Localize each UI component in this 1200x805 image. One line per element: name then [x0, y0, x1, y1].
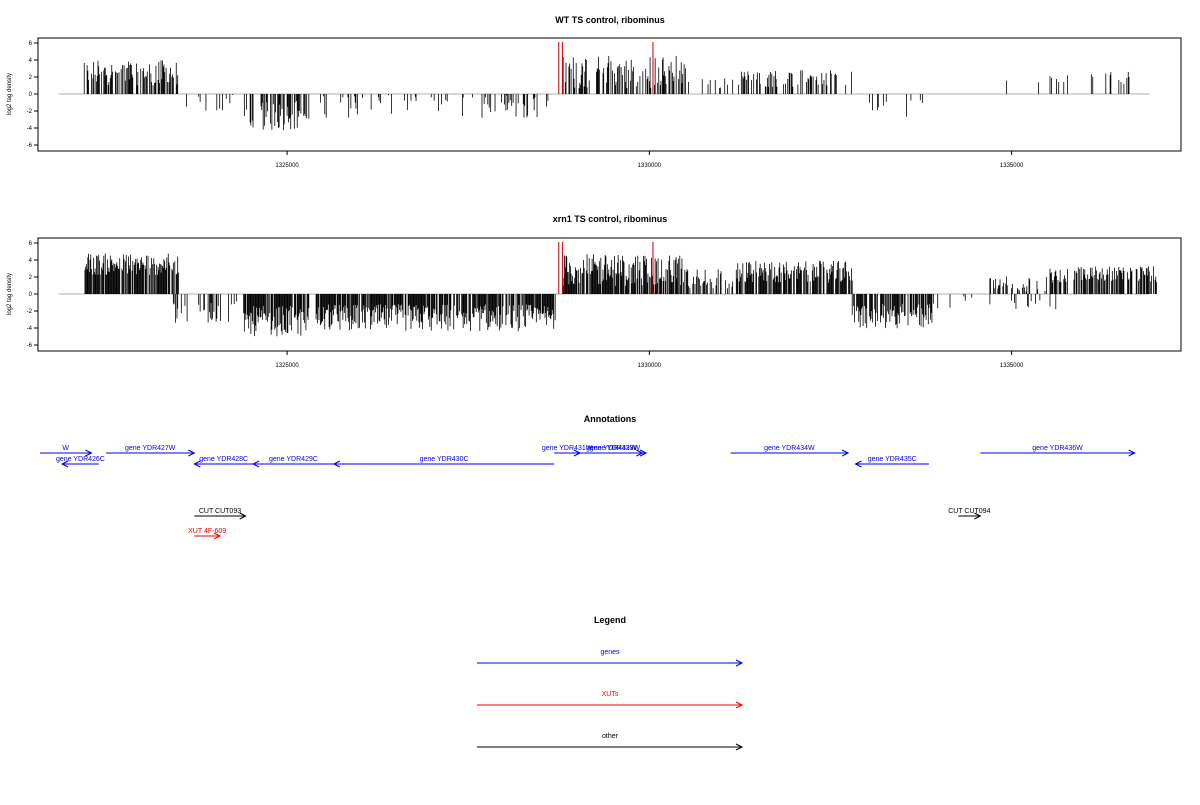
y-tick-label: -6 — [27, 343, 33, 349]
annotation-arrow-head — [974, 512, 982, 520]
y-tick-label: -2 — [27, 109, 33, 115]
legend: Legend genes XUTs other — [477, 615, 744, 751]
x-tick-label: 1330000 — [638, 163, 662, 169]
x-tick-label: 1335000 — [1000, 363, 1024, 369]
annotation-arrow-head — [85, 449, 93, 457]
annotation-arrow-head — [639, 449, 648, 457]
annotations-title: Annotations — [584, 414, 637, 424]
annotation-label: CUT CUT093 — [199, 508, 241, 515]
legend-arrow-head — [735, 701, 744, 709]
annotation-arrow-head — [1128, 449, 1136, 457]
annotation-label: gene YDR435C — [868, 456, 917, 463]
y-tick-label: -6 — [27, 143, 33, 149]
y-tick-label: 2 — [29, 275, 33, 281]
annotation-label: gene YDR430C — [420, 456, 469, 463]
xrn1-x-axis: 1325000 1330000 1335000 — [275, 351, 1024, 369]
legend-label: XUTs — [602, 691, 619, 698]
annotation-arrow-head — [239, 512, 247, 520]
xrn1-signal-bars — [58, 242, 1157, 337]
annotation-arrow-head — [251, 460, 260, 468]
annotation-label: gene YDR427W — [125, 445, 176, 452]
wt-plot-frame — [37, 37, 1182, 152]
annotation-label: gene YDR436W — [1032, 445, 1083, 452]
wt-x-axis: 1325000 1330000 1335000 — [275, 151, 1024, 169]
wt-signal-bars — [58, 42, 1150, 131]
annotation-label: W — [62, 445, 69, 452]
y-tick-label: 6 — [29, 241, 33, 247]
xrn1-track-panel: xrn1 TS control, ribominus log2 tag dens… — [7, 214, 1182, 369]
annotation-label: gene YDR426C — [56, 456, 105, 463]
y-tick-label: 4 — [29, 258, 33, 264]
annotation-label: CUT CUT094 — [948, 508, 990, 515]
wt-track-panel: WT TS control, ribominus log2 tag densit… — [7, 15, 1182, 169]
legend-arrow-head — [735, 743, 744, 751]
wt-y-axis: -6 -4 -2 0 2 4 6 — [27, 41, 38, 149]
annotation-label: gene YDR428C — [199, 456, 248, 463]
annotation-label: gene YDR432W — [586, 445, 637, 452]
annotation-label: gene YDR434W — [764, 445, 815, 452]
y-tick-label: 6 — [29, 41, 33, 47]
wt-track-title: WT TS control, ribominus — [555, 15, 665, 25]
xrn1-y-axis-label: log2 tag density — [7, 273, 13, 315]
x-tick-label: 1325000 — [275, 163, 299, 169]
y-tick-label: -4 — [27, 326, 33, 332]
y-tick-label: -4 — [27, 126, 33, 132]
annotation-arrow-head — [213, 532, 222, 540]
annotation-arrow-head — [854, 460, 862, 468]
annotation-label: gene YDR429C — [269, 456, 318, 463]
annotation-arrow-head — [60, 460, 69, 468]
annotation-label: gene YDR433W — [590, 445, 641, 452]
legend-title: Legend — [594, 615, 626, 625]
x-tick-label: 1325000 — [275, 363, 299, 369]
y-tick-label: 4 — [29, 58, 33, 64]
y-tick-label: 0 — [29, 92, 33, 98]
y-tick-label: 2 — [29, 75, 33, 81]
y-tick-label: 0 — [29, 292, 33, 298]
annotation-arrow-head — [188, 449, 196, 457]
y-tick-label: -2 — [27, 309, 33, 315]
legend-arrow-head — [735, 659, 744, 667]
annotation-label: gene YDR431W — [542, 445, 593, 452]
xrn1-y-axis: -6 -4 -2 0 2 4 6 — [27, 241, 38, 349]
wt-y-axis-label: log2 tag density — [7, 73, 13, 115]
legend-label: other — [602, 733, 619, 740]
annotation-arrow-head — [841, 449, 850, 457]
annotation-arrow-head — [332, 460, 341, 468]
annotation-arrow-head — [193, 460, 201, 468]
x-tick-label: 1335000 — [1000, 163, 1024, 169]
legend-label: genes — [600, 649, 620, 656]
xrn1-track-title: xrn1 TS control, ribominus — [553, 214, 668, 224]
annotation-label: XUT 4F-609 — [188, 528, 226, 535]
legend-items: genes XUTs other — [477, 649, 744, 751]
x-tick-label: 1330000 — [638, 363, 662, 369]
